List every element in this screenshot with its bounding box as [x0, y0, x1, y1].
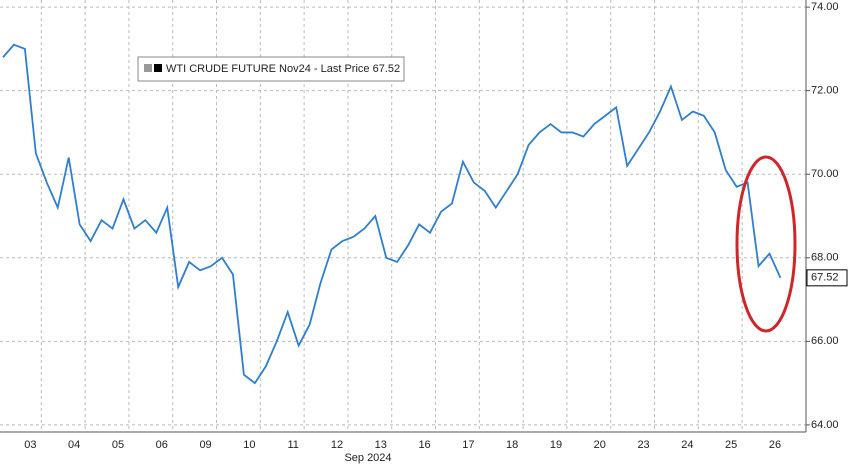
- legend-icon: [144, 64, 152, 72]
- x-tick-label: 06: [156, 439, 168, 451]
- x-tick-label: 10: [243, 439, 255, 451]
- legend-icon: [154, 64, 162, 72]
- x-tick-label: 17: [462, 439, 474, 451]
- x-tick-label: 20: [594, 439, 606, 451]
- x-tick-label: 09: [199, 439, 211, 451]
- x-tick-label: 24: [681, 439, 693, 451]
- x-tick-label: 18: [506, 439, 518, 451]
- y-tick-label: 64.00: [811, 419, 839, 431]
- last-price-box: [806, 269, 848, 287]
- last-price-label: 67.52: [811, 272, 839, 284]
- x-tick-label: 13: [375, 439, 387, 451]
- x-tick-label: 23: [637, 439, 649, 451]
- x-tick-label: 05: [112, 439, 124, 451]
- y-tick-label: 72.00: [811, 85, 839, 97]
- x-tick-label: 12: [331, 439, 343, 451]
- y-tick-label: 74.00: [811, 1, 839, 13]
- x-tick-label: 25: [725, 439, 737, 451]
- x-tick-label: 03: [24, 439, 36, 451]
- legend-box: [137, 56, 405, 82]
- y-tick-label: 68.00: [811, 252, 839, 264]
- x-tick-label: 11: [287, 439, 298, 451]
- y-tick-label: 70.00: [811, 168, 839, 180]
- x-axis-title: Sep 2024: [344, 452, 391, 464]
- x-tick-label: 16: [418, 439, 430, 451]
- legend: WTI CRUDE FUTURE Nov24 - Last Price 67.5…: [137, 56, 405, 82]
- price-line: [2, 43, 782, 385]
- x-tick-label: 04: [68, 439, 80, 451]
- x-tick-label: 26: [769, 439, 781, 451]
- x-tick-label: 19: [550, 439, 562, 451]
- y-tick-label: 66.00: [811, 335, 839, 347]
- annotation-ellipse: [735, 155, 797, 333]
- legend-label: WTI CRUDE FUTURE Nov24 - Last Price 67.5…: [166, 63, 400, 75]
